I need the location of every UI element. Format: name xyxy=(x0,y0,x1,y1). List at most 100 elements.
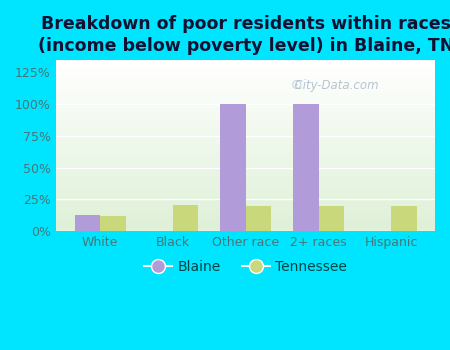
Bar xyxy=(56,164,435,165)
Bar xyxy=(56,169,435,170)
Bar xyxy=(56,134,435,135)
Bar xyxy=(56,156,435,158)
Bar xyxy=(56,215,435,216)
Bar xyxy=(56,224,435,225)
Bar xyxy=(56,216,435,217)
Bar xyxy=(56,172,435,173)
Bar xyxy=(56,86,435,87)
Bar xyxy=(56,159,435,160)
Bar xyxy=(56,185,435,186)
Bar xyxy=(319,206,344,231)
Bar xyxy=(56,79,435,80)
Bar xyxy=(56,116,435,117)
Bar xyxy=(56,100,435,101)
Bar xyxy=(56,92,435,93)
Bar xyxy=(56,63,435,64)
Bar xyxy=(56,113,435,114)
Bar xyxy=(56,198,435,200)
Bar xyxy=(56,201,435,202)
Bar xyxy=(56,67,435,68)
Bar xyxy=(56,205,435,206)
Bar xyxy=(293,104,319,231)
Bar xyxy=(56,203,435,204)
Bar xyxy=(56,155,435,156)
Bar xyxy=(56,178,435,179)
Legend: Blaine, Tennessee: Blaine, Tennessee xyxy=(139,254,353,279)
Bar xyxy=(56,123,435,124)
Bar xyxy=(56,105,435,106)
Bar xyxy=(56,187,435,188)
Bar xyxy=(56,109,435,110)
Bar xyxy=(56,99,435,100)
Bar xyxy=(56,193,435,194)
Bar xyxy=(56,191,435,192)
Bar xyxy=(56,211,435,212)
Bar xyxy=(56,88,435,89)
Bar xyxy=(56,71,435,72)
Bar xyxy=(56,139,435,140)
Bar xyxy=(56,212,435,213)
Bar xyxy=(56,66,435,67)
Bar xyxy=(56,65,435,66)
Bar xyxy=(56,84,435,85)
Bar xyxy=(56,94,435,95)
Bar xyxy=(56,209,435,210)
Bar xyxy=(56,74,435,75)
Title: Breakdown of poor residents within races
(income below poverty level) in Blaine,: Breakdown of poor residents within races… xyxy=(38,15,450,55)
Bar xyxy=(56,85,435,86)
Bar xyxy=(56,96,435,97)
Bar xyxy=(56,70,435,71)
Bar xyxy=(56,87,435,88)
Bar xyxy=(56,89,435,90)
Bar xyxy=(56,170,435,171)
Bar xyxy=(56,208,435,209)
Bar xyxy=(56,76,435,77)
Bar xyxy=(56,154,435,155)
Bar xyxy=(56,161,435,162)
Bar xyxy=(56,167,435,168)
Bar xyxy=(56,223,435,224)
Bar xyxy=(56,199,435,200)
Bar xyxy=(56,150,435,152)
Bar xyxy=(56,166,435,167)
Bar xyxy=(56,176,435,177)
Bar xyxy=(56,158,435,159)
Bar xyxy=(56,119,435,120)
Bar xyxy=(56,126,435,127)
Bar xyxy=(56,219,435,220)
Bar xyxy=(56,107,435,108)
Bar xyxy=(56,81,435,82)
Bar xyxy=(56,68,435,69)
Bar xyxy=(56,129,435,130)
Bar xyxy=(56,130,435,131)
Bar xyxy=(56,181,435,182)
Bar xyxy=(56,93,435,94)
Bar xyxy=(56,186,435,187)
Bar xyxy=(56,183,435,184)
Bar xyxy=(56,114,435,116)
Bar xyxy=(56,124,435,125)
Bar xyxy=(56,220,435,221)
Bar xyxy=(56,202,435,203)
Bar xyxy=(56,117,435,118)
Bar xyxy=(56,221,435,222)
Bar xyxy=(56,140,435,141)
Bar xyxy=(56,137,435,138)
Bar xyxy=(56,147,435,148)
Bar xyxy=(56,135,435,136)
Bar xyxy=(56,149,435,150)
Bar xyxy=(56,77,435,78)
Bar xyxy=(56,184,435,185)
Bar xyxy=(56,120,435,121)
Bar xyxy=(56,108,435,109)
Bar xyxy=(56,225,435,226)
Bar xyxy=(56,80,435,81)
Bar xyxy=(56,194,435,195)
Bar xyxy=(56,64,435,65)
Bar xyxy=(56,121,435,122)
Bar xyxy=(56,136,435,137)
Bar xyxy=(56,73,435,74)
Bar xyxy=(56,148,435,149)
Bar xyxy=(56,90,435,91)
Bar xyxy=(56,197,435,198)
